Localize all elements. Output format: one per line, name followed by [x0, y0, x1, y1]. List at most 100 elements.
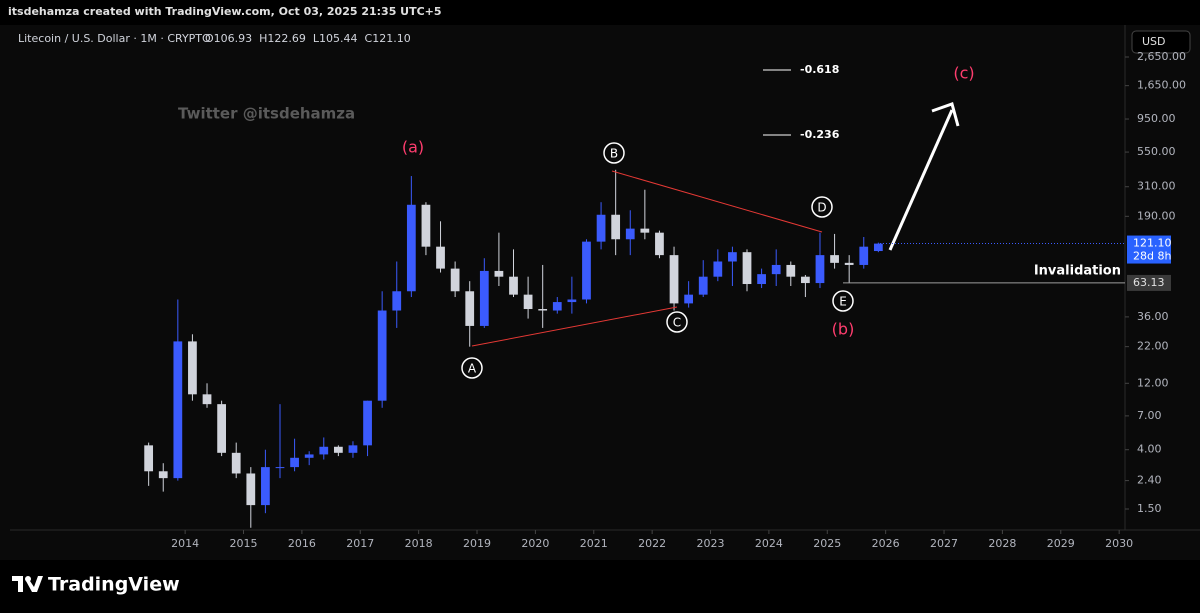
candle-body: [596, 214, 606, 242]
y-tick-label: 7.00: [1137, 409, 1162, 422]
candle-body: [304, 454, 314, 458]
candle-body: [844, 262, 854, 265]
trend-line: [611, 170, 823, 233]
arrow-head: [931, 102, 960, 127]
x-tick-label: 2026: [872, 537, 900, 550]
x-tick-label: 2028: [988, 537, 1016, 550]
x-tick-label: 2015: [230, 537, 258, 550]
y-tick-label: 4.00: [1137, 443, 1162, 456]
header: itsdehamza created with TradingView.com,…: [8, 5, 442, 18]
x-tick-label: 2019: [463, 537, 491, 550]
candle-body: [873, 243, 883, 252]
last-price-tag: [1127, 235, 1171, 264]
legend-value: H122.69: [259, 32, 306, 45]
candle-body: [509, 276, 518, 295]
candle-body: [421, 204, 431, 247]
trend-line: [471, 306, 678, 347]
candle-body: [625, 228, 635, 240]
fib-label: -0.236: [800, 128, 840, 141]
candle-body: [786, 264, 796, 277]
plot: [144, 169, 883, 528]
invalidation-text: Invalidation: [1034, 264, 1121, 279]
candle-body: [611, 214, 621, 240]
candle-body: [771, 264, 781, 275]
price-tag-label: 63.13: [1133, 276, 1165, 289]
y-tick-label: 2.40: [1137, 474, 1162, 487]
legend-value: O106.93: [205, 32, 252, 45]
currency-button[interactable]: [1131, 30, 1191, 54]
y-tick-label: 550.00: [1137, 145, 1176, 158]
arrow: [888, 109, 954, 251]
candle-body: [567, 299, 577, 303]
x-tick-label: 2022: [638, 537, 666, 550]
candle-body: [363, 400, 372, 446]
x-tick-label: 2027: [930, 537, 958, 550]
symbol-title: Litecoin / U.S. Dollar · 1M · CRYPTO: [18, 32, 211, 45]
y-tick-label: 2,650.00: [1137, 50, 1186, 63]
candle-body: [655, 232, 664, 256]
candle-body: [406, 204, 416, 292]
y-tick-label: 950.00: [1137, 112, 1176, 125]
candle-body: [552, 302, 562, 311]
candle-body: [450, 268, 460, 292]
candle-body: [728, 252, 737, 262]
candle-body: [261, 467, 270, 506]
y-tick-label: 190.00: [1137, 209, 1176, 222]
x-tick-label: 2024: [755, 537, 783, 550]
y-tick-label: 1,650.00: [1137, 79, 1186, 92]
candle-body: [859, 246, 869, 265]
y-tick-label: 36.00: [1137, 310, 1169, 323]
legend-value: C121.10: [365, 32, 411, 45]
point-label: D: [817, 201, 826, 215]
x-tick-label: 2030: [1105, 537, 1133, 550]
candle-body: [815, 255, 825, 284]
y-tick-label: 1.50: [1137, 502, 1162, 515]
candle-body: [479, 270, 489, 326]
candle-body: [377, 310, 387, 401]
y-tick-label: 22.00: [1137, 340, 1169, 353]
x-tick-label: 2029: [1047, 537, 1075, 550]
candle-body: [830, 255, 839, 263]
candle-body: [801, 276, 810, 284]
y-tick-label: 12.00: [1137, 376, 1169, 389]
circle: [811, 196, 833, 218]
last-price-label: 121.10: [1133, 237, 1172, 250]
candle-body: [217, 404, 226, 453]
candle-body: [231, 452, 241, 474]
x-tick-label: 2014: [171, 537, 199, 550]
point-label: B: [610, 147, 618, 161]
candle-body: [202, 394, 212, 405]
brand: TradingView: [48, 574, 180, 596]
point-label: C: [673, 316, 681, 330]
x-tick-label: 2025: [813, 537, 841, 550]
wave-label: (a): [402, 138, 424, 157]
circle: [666, 311, 688, 333]
watermark: Twitter @itsdehamza: [178, 105, 355, 123]
x-tick-label: 2018: [405, 537, 433, 550]
candle-body: [742, 252, 752, 285]
candle-body: [188, 341, 197, 395]
price-tag: [1127, 274, 1171, 291]
x-tick-label: 2020: [521, 537, 549, 550]
candle-body: [436, 246, 445, 269]
candle-body: [757, 274, 766, 285]
circle: [832, 290, 854, 312]
candle-body: [144, 445, 154, 472]
circle: [461, 357, 483, 379]
candle-body: [275, 467, 285, 469]
wave-label: (c): [953, 64, 974, 83]
logo-mark: [12, 576, 43, 592]
candle-body: [290, 457, 299, 468]
logo: [12, 576, 43, 592]
candle-body: [582, 241, 591, 300]
x-tick-label: 2023: [697, 537, 725, 550]
candle-body: [348, 445, 358, 453]
circles: [461, 142, 854, 379]
candle-body: [158, 471, 168, 479]
x-tick-label: 2021: [580, 537, 608, 550]
candle-body: [173, 341, 183, 479]
candle-body: [494, 270, 504, 277]
countdown-label: 28d 8h: [1133, 250, 1171, 263]
currency[interactable]: USD: [1142, 35, 1166, 48]
